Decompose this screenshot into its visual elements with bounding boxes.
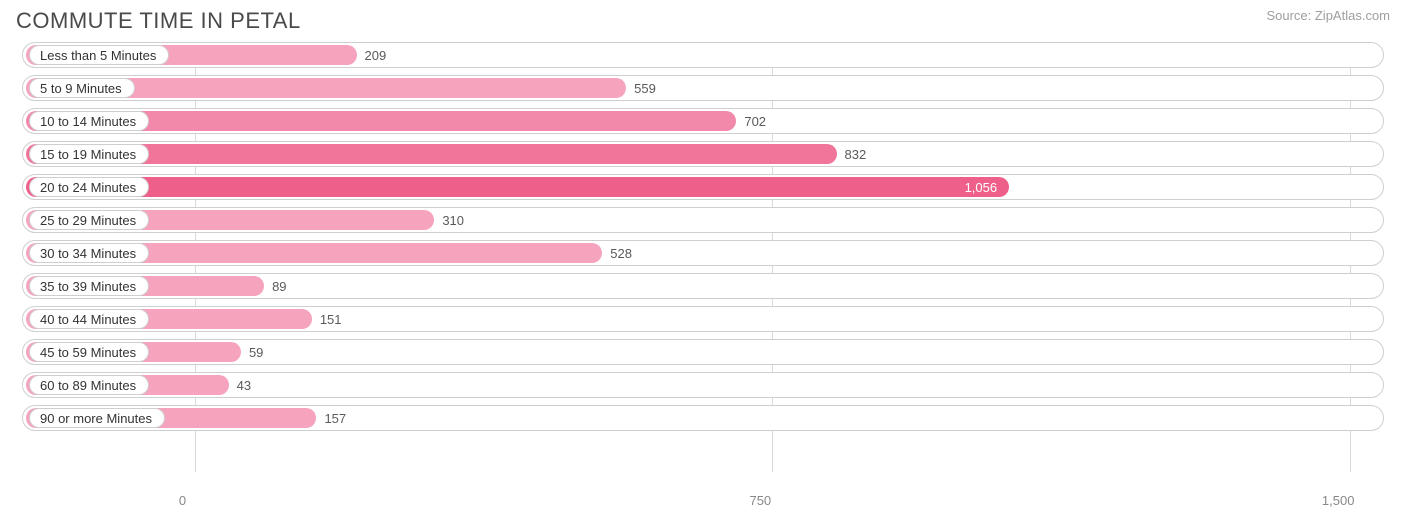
bar (26, 177, 1009, 197)
axis-tick: 1,500 (1322, 493, 1355, 508)
axis-tick: 750 (749, 493, 771, 508)
chart-header: COMMUTE TIME IN PETAL Source: ZipAtlas.c… (12, 8, 1394, 42)
value-label: 559 (626, 78, 656, 98)
bar-track: 35 to 39 Minutes 89 (22, 273, 1384, 299)
value-label: 1,056 (965, 177, 1008, 197)
category-label: 20 to 24 Minutes (29, 177, 149, 197)
category-label: 35 to 39 Minutes (29, 276, 149, 296)
commute-time-chart: COMMUTE TIME IN PETAL Source: ZipAtlas.c… (0, 0, 1406, 523)
bar-track: Less than 5 Minutes 209 (22, 42, 1384, 68)
value-label: 151 (312, 309, 342, 329)
value-label: 59 (241, 342, 263, 362)
category-label: 15 to 19 Minutes (29, 144, 149, 164)
value-label: 702 (736, 111, 766, 131)
chart-source: Source: ZipAtlas.com (1266, 8, 1390, 23)
value-label: 310 (434, 210, 464, 230)
bar-track: 45 to 59 Minutes 59 (22, 339, 1384, 365)
category-label: 60 to 89 Minutes (29, 375, 149, 395)
bar-track: 15 to 19 Minutes 832 (22, 141, 1384, 167)
category-label: 90 or more Minutes (29, 408, 165, 428)
category-label: 25 to 29 Minutes (29, 210, 149, 230)
category-label: 30 to 34 Minutes (29, 243, 149, 263)
category-label: 40 to 44 Minutes (29, 309, 149, 329)
bar-track: 90 or more Minutes 157 (22, 405, 1384, 431)
value-label: 832 (837, 144, 867, 164)
category-label: 45 to 59 Minutes (29, 342, 149, 362)
plot-area: Less than 5 Minutes 209 5 to 9 Minutes 559 1… (12, 42, 1394, 472)
category-label: Less than 5 Minutes (29, 45, 169, 65)
value-label: 89 (264, 276, 286, 296)
axis-tick: 0 (179, 493, 186, 508)
category-label: 10 to 14 Minutes (29, 111, 149, 131)
bar-track: 25 to 29 Minutes 310 (22, 207, 1384, 233)
value-label: 43 (229, 375, 251, 395)
category-label: 5 to 9 Minutes (29, 78, 135, 98)
bar-track: 40 to 44 Minutes 151 (22, 306, 1384, 332)
value-label: 528 (602, 243, 632, 263)
value-label: 209 (357, 45, 387, 65)
bar-track: 20 to 24 Minutes 1,056 (22, 174, 1384, 200)
chart-title: COMMUTE TIME IN PETAL (16, 8, 301, 34)
value-label: 157 (316, 408, 346, 428)
bar-track: 10 to 14 Minutes 702 (22, 108, 1384, 134)
x-axis: 0 750 1,500 (10, 493, 1396, 513)
bar-track: 5 to 9 Minutes 559 (22, 75, 1384, 101)
bar-track: 30 to 34 Minutes 528 (22, 240, 1384, 266)
bar-track: 60 to 89 Minutes 43 (22, 372, 1384, 398)
